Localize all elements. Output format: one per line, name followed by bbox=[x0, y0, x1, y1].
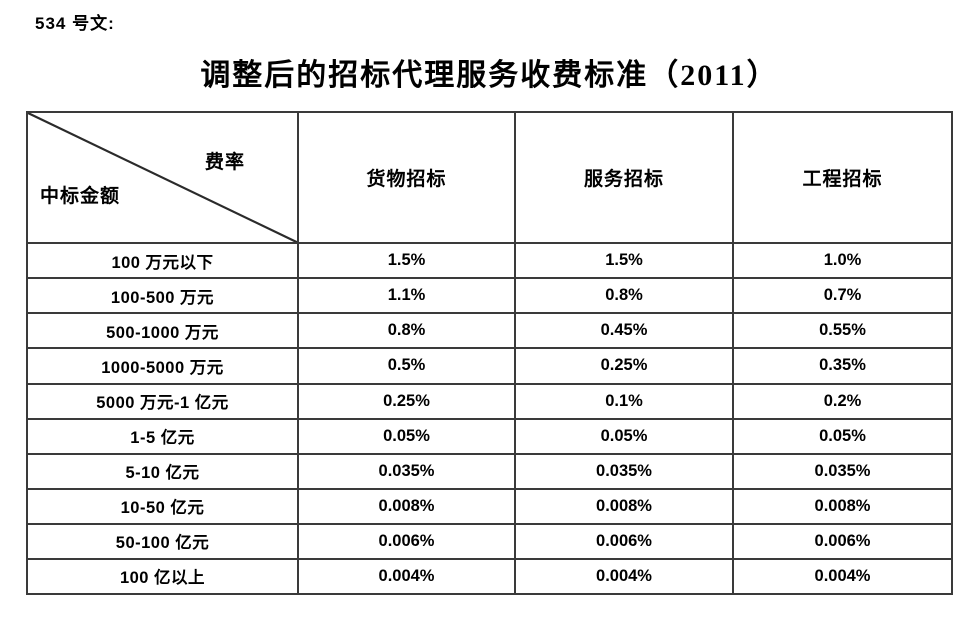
rate-engineering: 0.7% bbox=[732, 277, 953, 315]
amount-tier: 1000-5000 万元 bbox=[26, 347, 299, 385]
rate-engineering: 1.0% bbox=[732, 242, 953, 280]
rate-goods: 1.5% bbox=[297, 242, 516, 280]
table-header-row: 费率 中标金额 货物招标 服务招标 工程招标 bbox=[26, 110, 953, 245]
rate-engineering: 0.004% bbox=[732, 557, 953, 596]
amount-tier: 100 万元以下 bbox=[26, 242, 299, 280]
rate-goods: 0.5% bbox=[297, 347, 516, 385]
rate-service: 0.05% bbox=[514, 417, 734, 455]
table-row: 100-500 万元 1.1% 0.8% 0.7% bbox=[26, 277, 953, 315]
rate-engineering: 0.035% bbox=[732, 452, 953, 490]
rate-service: 0.45% bbox=[514, 312, 734, 350]
rate-engineering: 0.008% bbox=[732, 487, 953, 525]
rate-engineering: 0.35% bbox=[732, 347, 953, 385]
rate-goods: 0.006% bbox=[297, 522, 516, 560]
table-row: 100 亿以上 0.004% 0.004% 0.004% bbox=[26, 557, 953, 596]
rate-service: 0.004% bbox=[514, 557, 734, 596]
table-row: 5-10 亿元 0.035% 0.035% 0.035% bbox=[26, 452, 953, 490]
corner-label-amount: 中标金额 bbox=[40, 186, 121, 208]
amount-tier: 500-1000 万元 bbox=[26, 312, 299, 350]
table-row: 1000-5000 万元 0.5% 0.25% 0.35% bbox=[26, 347, 953, 385]
rate-service: 0.8% bbox=[514, 277, 734, 315]
table-row: 50-100 亿元 0.006% 0.006% 0.006% bbox=[26, 522, 953, 560]
rate-service: 0.1% bbox=[514, 382, 734, 420]
rate-engineering: 0.2% bbox=[732, 382, 953, 420]
rate-service: 0.25% bbox=[514, 347, 734, 385]
fee-rate-table: 费率 中标金额 货物招标 服务招标 工程招标 100 万元以下 1.5% 1.5… bbox=[26, 110, 953, 596]
diagonal-line bbox=[28, 113, 297, 243]
rate-goods: 0.008% bbox=[297, 487, 516, 525]
amount-tier: 50-100 亿元 bbox=[26, 522, 299, 560]
amount-tier: 100 亿以上 bbox=[26, 557, 299, 596]
rate-engineering: 0.55% bbox=[732, 312, 953, 350]
table-row: 500-1000 万元 0.8% 0.45% 0.55% bbox=[26, 312, 953, 350]
diagonal-corner-cell: 费率 中标金额 bbox=[26, 110, 299, 245]
table-row: 10-50 亿元 0.008% 0.008% 0.008% bbox=[26, 487, 953, 525]
column-header-goods: 货物招标 bbox=[297, 110, 516, 245]
rate-goods: 0.8% bbox=[297, 312, 516, 350]
rate-service: 0.035% bbox=[514, 452, 734, 490]
rate-goods: 0.25% bbox=[297, 382, 516, 420]
amount-tier: 100-500 万元 bbox=[26, 277, 299, 315]
rate-service: 0.006% bbox=[514, 522, 734, 560]
rate-service: 1.5% bbox=[514, 242, 734, 280]
column-header-service: 服务招标 bbox=[514, 110, 734, 245]
rate-goods: 0.035% bbox=[297, 452, 516, 490]
amount-tier: 5000 万元-1 亿元 bbox=[26, 382, 299, 420]
rate-service: 0.008% bbox=[514, 487, 734, 525]
table-row: 5000 万元-1 亿元 0.25% 0.1% 0.2% bbox=[26, 382, 953, 420]
rate-engineering: 0.006% bbox=[732, 522, 953, 560]
page-title: 调整后的招标代理服务收费标准（2011） bbox=[200, 59, 779, 92]
rate-goods: 0.004% bbox=[297, 557, 516, 596]
amount-tier: 5-10 亿元 bbox=[26, 452, 299, 490]
rate-engineering: 0.05% bbox=[732, 417, 953, 455]
doc-number: 534 号文: bbox=[35, 14, 115, 33]
amount-tier: 10-50 亿元 bbox=[26, 487, 299, 525]
rate-goods: 1.1% bbox=[297, 277, 516, 315]
table-row: 1-5 亿元 0.05% 0.05% 0.05% bbox=[26, 417, 953, 455]
amount-tier: 1-5 亿元 bbox=[26, 417, 299, 455]
column-header-engineering: 工程招标 bbox=[732, 110, 953, 245]
rate-goods: 0.05% bbox=[297, 417, 516, 455]
corner-label-rate: 费率 bbox=[204, 152, 245, 173]
table-row: 100 万元以下 1.5% 1.5% 1.0% bbox=[26, 242, 953, 280]
